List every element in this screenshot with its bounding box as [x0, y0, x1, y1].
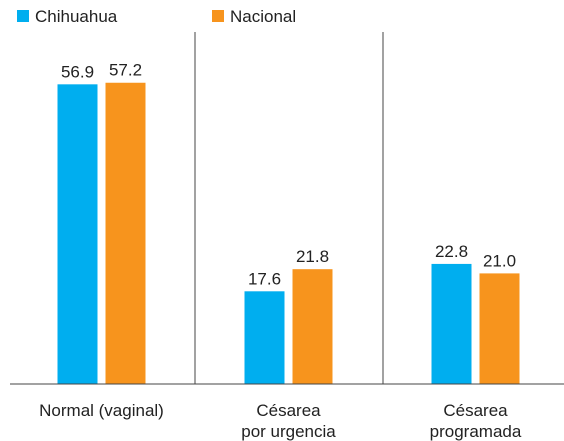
x-tick-label-line: Césarea — [443, 401, 508, 420]
value-label: 21.8 — [296, 247, 329, 266]
legend-label: Nacional — [230, 7, 296, 26]
bar — [105, 82, 146, 384]
legend-swatch — [17, 10, 29, 22]
x-tick-label-line: Césarea — [256, 401, 321, 420]
x-tick-label-line: programada — [430, 422, 522, 441]
x-tick-label: Césarea por urgencia — [241, 401, 336, 441]
value-label: 56.9 — [61, 62, 94, 81]
value-label: 21.0 — [483, 251, 516, 270]
x-tick-label: Césarea programada — [430, 401, 522, 441]
bar — [431, 263, 472, 384]
legend-swatch — [212, 10, 224, 22]
value-label: 57.2 — [109, 61, 142, 80]
bar — [479, 273, 520, 384]
x-tick-label-line: Normal (vaginal) — [39, 401, 164, 420]
x-tick-label: Normal (vaginal) — [39, 401, 164, 420]
value-label: 22.8 — [435, 242, 468, 261]
legend-label: Chihuahua — [35, 7, 118, 26]
bar — [292, 269, 333, 384]
x-tick-label-line: por urgencia — [241, 422, 336, 441]
bar — [244, 291, 285, 384]
value-label: 17.6 — [248, 269, 281, 288]
bar — [57, 84, 98, 385]
